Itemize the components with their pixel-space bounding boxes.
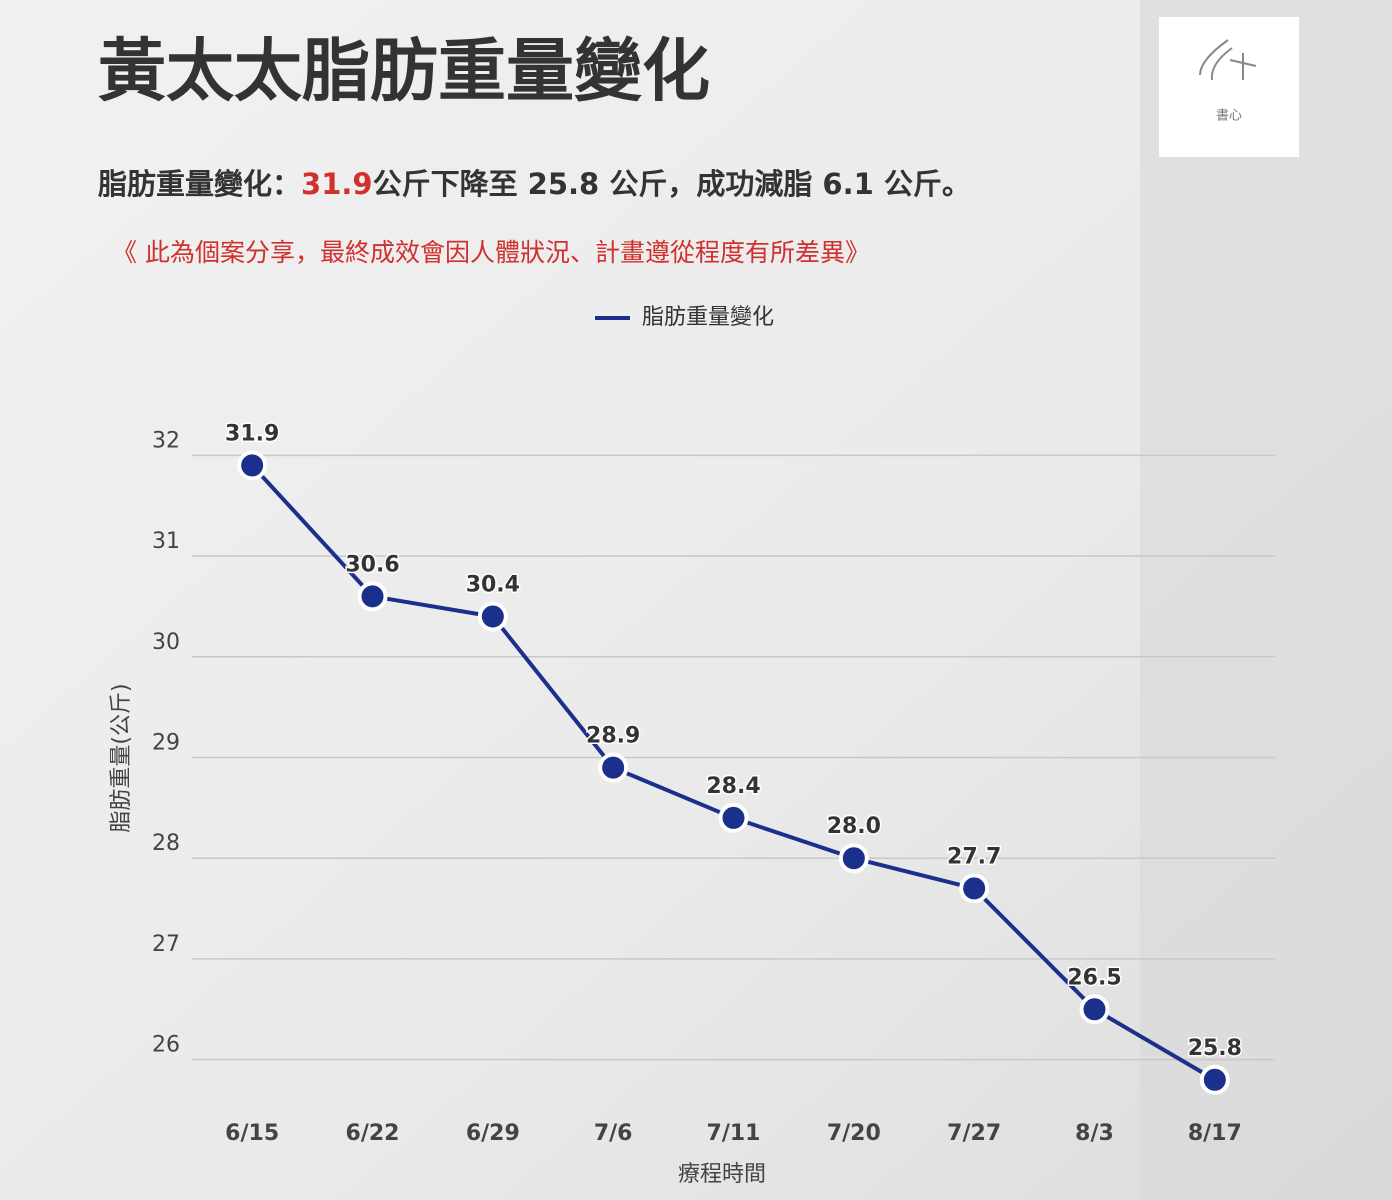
logo-mark <box>1199 39 1257 81</box>
data-label: 26.5 <box>1067 965 1121 990</box>
x-tick-label: 6/22 <box>346 1121 400 1146</box>
y-axis-title: 脂肪重量(公斤) <box>109 683 134 832</box>
data-point <box>959 873 990 904</box>
data-label: 30.6 <box>345 552 399 577</box>
data-label: 28.0 <box>827 814 881 839</box>
x-tick-label: 8/3 <box>1075 1121 1114 1146</box>
summary-highlight: 31.9 <box>301 167 373 201</box>
data-point <box>477 601 508 632</box>
summary-rest: 公斤下降至 25.8 公斤，成功減脂 6.1 公斤。 <box>373 167 971 201</box>
y-tick-label: 28 <box>152 831 180 856</box>
x-tick-label: 7/27 <box>947 1121 1001 1146</box>
data-point <box>718 802 749 833</box>
x-tick-label: 6/15 <box>225 1121 279 1146</box>
summary-lead: 脂肪重量變化： <box>98 167 301 201</box>
data-label: 25.8 <box>1188 1036 1242 1061</box>
x-tick-label: 6/29 <box>466 1121 520 1146</box>
data-label: 30.4 <box>466 573 520 598</box>
background-panel <box>1140 0 1392 1200</box>
title: 黃太太脂肪重量變化 <box>98 33 710 112</box>
logo-text: 書心 <box>1216 109 1242 124</box>
x-tick-label: 7/20 <box>827 1121 881 1146</box>
x-tick-label: 7/6 <box>594 1121 633 1146</box>
summary: 脂肪重量變化：31.9公斤下降至 25.8 公斤，成功減脂 6.1 公斤。 <box>98 167 971 201</box>
data-label: 31.9 <box>225 421 279 446</box>
legend-label: 脂肪重量變化 <box>642 305 774 330</box>
x-tick-label: 7/11 <box>707 1121 761 1146</box>
data-point <box>357 581 388 612</box>
y-tick-label: 31 <box>152 529 180 554</box>
data-point <box>1199 1064 1230 1095</box>
y-tick-label: 30 <box>152 630 180 655</box>
data-point <box>1079 994 1110 1025</box>
y-tick-label: 27 <box>152 932 180 957</box>
y-tick-label: 29 <box>152 731 180 756</box>
data-point <box>838 843 869 874</box>
x-axis-title: 療程時間 <box>678 1162 766 1187</box>
y-tick-label: 32 <box>152 428 180 453</box>
data-label: 28.9 <box>586 724 640 749</box>
data-label: 28.4 <box>706 774 760 799</box>
note: 《 此為個案分享，最終成效會因人體狀況、計畫遵從程度有所差異》 <box>112 238 870 267</box>
y-tick-label: 26 <box>152 1033 180 1058</box>
x-tick-label: 8/17 <box>1188 1121 1242 1146</box>
data-point <box>237 450 268 481</box>
data-label: 27.7 <box>947 844 1001 869</box>
logo-box <box>1159 17 1299 157</box>
data-point <box>598 752 629 783</box>
